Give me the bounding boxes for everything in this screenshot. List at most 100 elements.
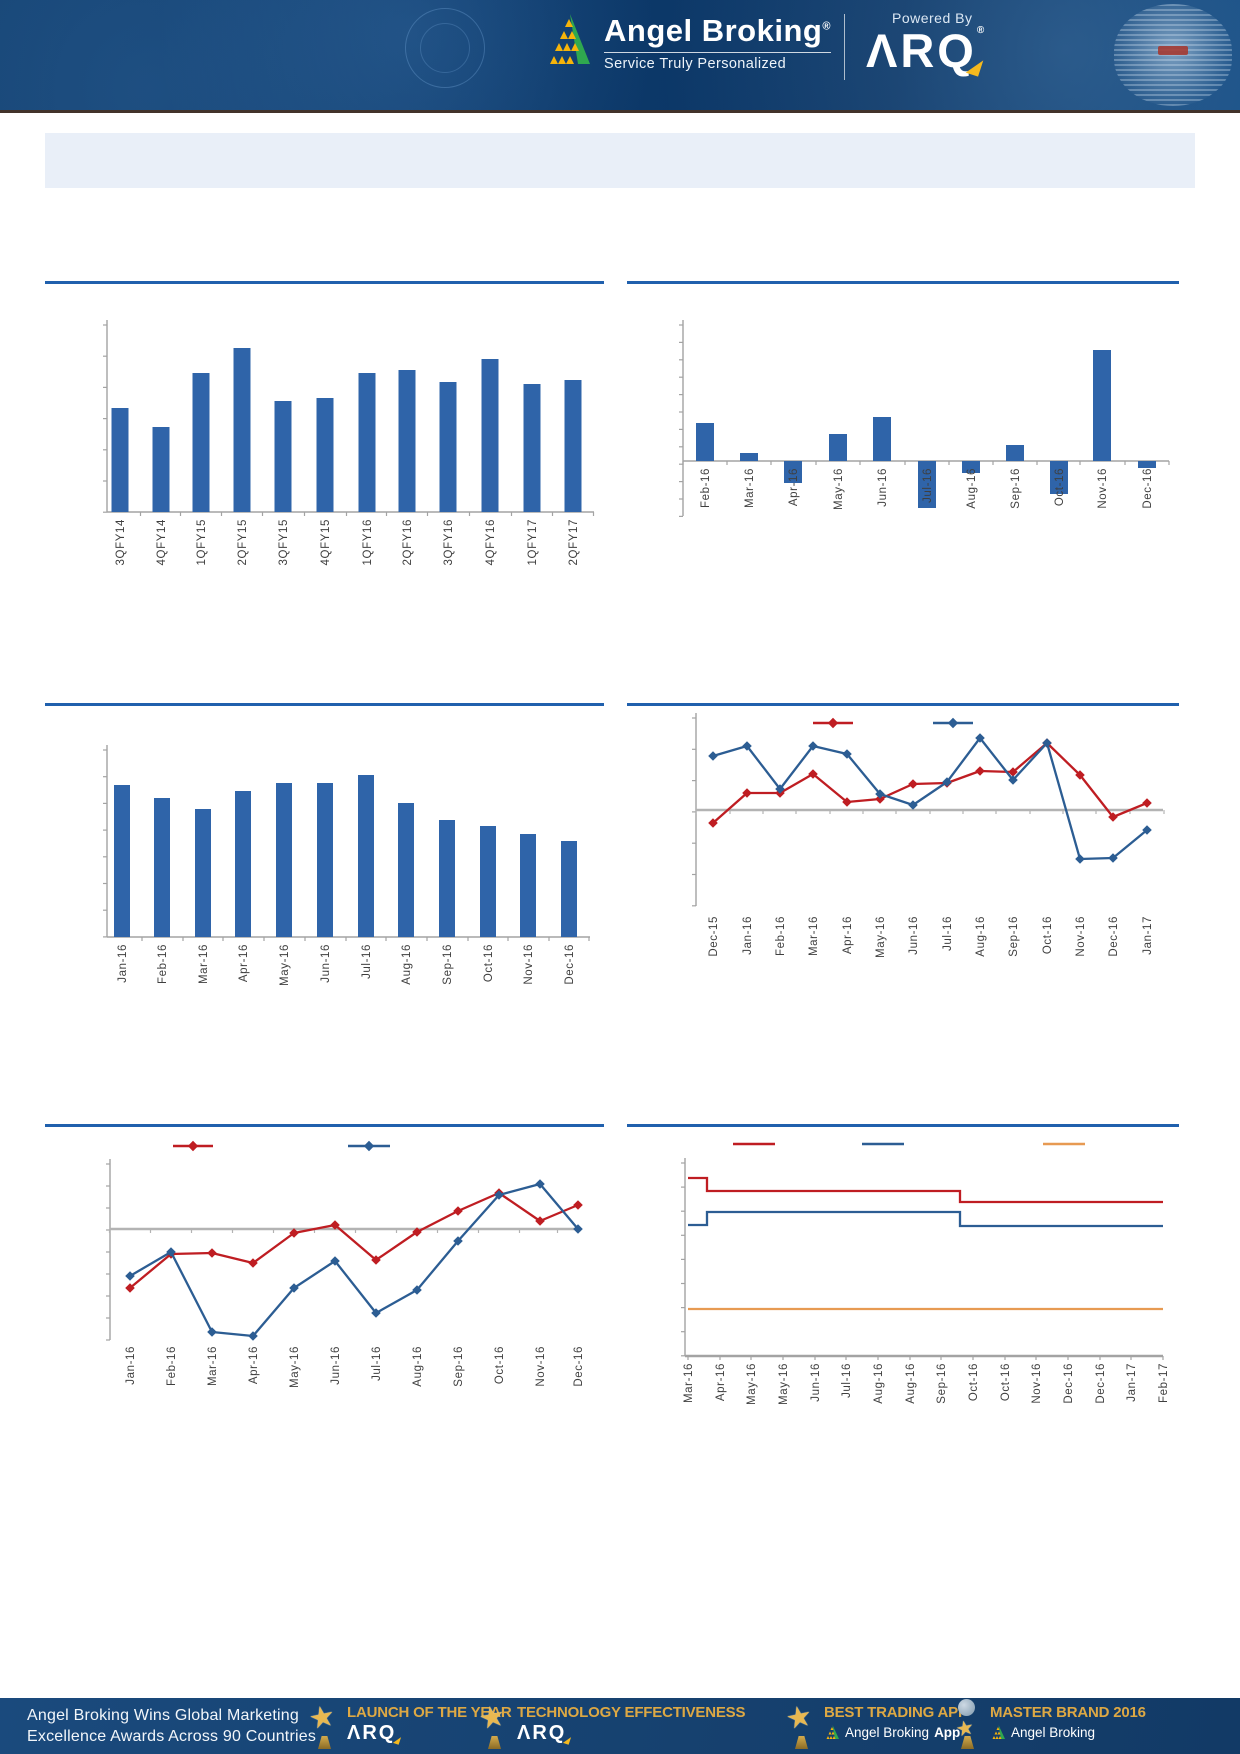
y-axis: [679, 320, 684, 517]
svg-text:Feb-16: Feb-16: [166, 1346, 178, 1386]
svg-text:4QFY16: 4QFY16: [485, 519, 497, 565]
svg-text:Jul-16: Jul-16: [841, 1363, 853, 1398]
arq-triangle-icon: [393, 1735, 402, 1745]
svg-text:Jun-16: Jun-16: [330, 1346, 342, 1385]
svg-text:4QFY14: 4QFY14: [156, 519, 168, 565]
bar-series: [114, 775, 577, 937]
footer-headline: Angel Broking Wins Global Marketing Exce…: [27, 1707, 317, 1746]
x-axis: [695, 808, 1165, 814]
svg-text:Sep-16: Sep-16: [1008, 916, 1020, 957]
line-series-0: [125, 1188, 583, 1293]
svg-text:Jan-16: Jan-16: [125, 1346, 137, 1385]
svg-text:Apr-16: Apr-16: [238, 944, 250, 982]
svg-text:Aug-16: Aug-16: [412, 1346, 424, 1387]
svg-text:Jun-16: Jun-16: [877, 468, 889, 507]
section-rule: [627, 281, 1179, 284]
svg-text:Feb-17: Feb-17: [1158, 1363, 1170, 1403]
svg-text:Jan-16: Jan-16: [117, 944, 129, 983]
section-rule: [45, 281, 604, 284]
x-axis-labels: Feb-16 Mar-16 Apr-16 May-16 Jun-16 Jul-16 Aug-…: [700, 468, 1154, 510]
svg-text:Dec-16: Dec-16: [573, 1346, 585, 1387]
line-series-1: [708, 733, 1152, 864]
angel-logo-icon: [826, 1725, 839, 1739]
section-rule: [45, 1124, 604, 1127]
svg-text:Oct-16: Oct-16: [1054, 468, 1066, 506]
angel-logo-icon: [992, 1725, 1005, 1739]
svg-text:Aug-16: Aug-16: [966, 468, 978, 509]
svg-text:1QFY17: 1QFY17: [527, 519, 539, 565]
brand-tagline: Service Truly Personalized: [604, 52, 831, 72]
svg-text:Feb-16: Feb-16: [775, 916, 787, 956]
x-axis-labels: Mar-16 Apr-16 May-16 May-16 Jun-16 Jul-16 Aug-…: [683, 1363, 1170, 1405]
svg-text:Sep-16: Sep-16: [1010, 468, 1022, 509]
step-series-0: [688, 1176, 1163, 1204]
svg-text:3QFY14: 3QFY14: [115, 519, 127, 565]
chart-two-line-dec15: Dec-15 Jan-16 Feb-16 Mar-16 Apr-16 May-16 Jun-…: [627, 710, 1185, 1010]
svg-text:Dec-16: Dec-16: [1063, 1363, 1075, 1404]
svg-text:Aug-16: Aug-16: [905, 1363, 917, 1404]
svg-text:Aug-16: Aug-16: [873, 1363, 885, 1404]
svg-text:2QFY15: 2QFY15: [237, 519, 249, 565]
svg-text:Mar-16: Mar-16: [808, 916, 820, 956]
title-banner: [45, 133, 1195, 188]
x-axis: [107, 936, 590, 941]
award-technology-effectiveness: ★ TECHNOLOGY EFFECTIVENESS ΛRQ: [476, 1700, 745, 1752]
chart-monthly-bars: Jan-16 Feb-16 Mar-16 Apr-16 May-16 Jun-16 Jul-…: [45, 720, 605, 1020]
svg-text:Apr-16: Apr-16: [715, 1363, 727, 1401]
chart-svg-two-line-dec15-jan17: Dec-15 Jan-16 Feb-16 Mar-16 Apr-16 May-16 Jun-…: [692, 713, 1165, 958]
x-axis-labels: Dec-15 Jan-16 Feb-16 Mar-16 Apr-16 May-16 Jun-…: [708, 916, 1154, 958]
svg-text:Jan-17: Jan-17: [1142, 916, 1154, 955]
x-axis-labels: Jan-16 Feb-16 Mar-16 Apr-16 May-16 Jun-16 Jul-…: [117, 944, 576, 986]
svg-text:Aug-16: Aug-16: [401, 944, 413, 985]
angel-triangle-logo-icon: [550, 14, 590, 64]
chart-three-step-lines: Mar-16 Apr-16 May-16 May-16 Jun-16 Jul-16 Aug-…: [627, 1135, 1185, 1445]
chart-svg-three-step-lines: Mar-16 Apr-16 May-16 May-16 Jun-16 Jul-16 Aug-…: [681, 1142, 1170, 1405]
x-axis: [107, 511, 595, 516]
arq-wordmark: ΛRQ: [517, 1722, 572, 1745]
svg-text:Jun-16: Jun-16: [810, 1363, 822, 1402]
svg-text:Dec-16: Dec-16: [564, 944, 576, 985]
section-rule: [627, 703, 1179, 706]
arq-logo: Powered By ΛRQ®: [866, 10, 988, 77]
section-rule: [45, 703, 604, 706]
chart-svg-monthly-change-bars: Feb-16 Mar-16 Apr-16 May-16 Jun-16 Jul-16 Aug-…: [679, 320, 1170, 517]
svg-text:Mar-16: Mar-16: [683, 1363, 695, 1403]
svg-text:1QFY16: 1QFY16: [362, 519, 374, 565]
svg-text:Jun-16: Jun-16: [908, 916, 920, 955]
svg-text:Oct-16: Oct-16: [1000, 1363, 1012, 1401]
svg-text:Dec-16: Dec-16: [1142, 468, 1154, 509]
svg-text:May-16: May-16: [875, 916, 887, 958]
arq-wordmark: ΛRQ: [347, 1722, 402, 1745]
svg-text:Sep-16: Sep-16: [453, 1346, 465, 1387]
svg-text:May-16: May-16: [289, 1346, 301, 1388]
chart-svg-monthly-bars: Jan-16 Feb-16 Mar-16 Apr-16 May-16 Jun-16 Jul-…: [103, 745, 590, 986]
svg-text:Aug-16: Aug-16: [975, 916, 987, 957]
arq-triangle-icon: [563, 1735, 572, 1745]
svg-text:Apr-16: Apr-16: [788, 468, 800, 506]
svg-text:May-16: May-16: [746, 1363, 758, 1405]
svg-text:2QFY16: 2QFY16: [402, 519, 414, 565]
svg-text:Oct-16: Oct-16: [968, 1363, 980, 1401]
y-axis: [692, 713, 697, 907]
powered-by-label: Powered By: [892, 10, 973, 26]
svg-text:1QFY15: 1QFY15: [196, 519, 208, 565]
svg-text:Nov-16: Nov-16: [1075, 916, 1087, 957]
svg-text:Nov-16: Nov-16: [535, 1346, 547, 1387]
award-master-brand-2016: ★ MASTER BRAND 2016 Angel Broking: [951, 1699, 1146, 1752]
chart-two-line-jan16: Jan-16 Feb-16 Mar-16 Apr-16 May-16 Jun-16 Jul-…: [45, 1135, 605, 1445]
svg-text:Apr-16: Apr-16: [248, 1346, 260, 1384]
arq-wordmark: ΛRQ®: [866, 24, 988, 77]
svg-text:Mar-16: Mar-16: [744, 468, 756, 508]
trophy-icon: ★: [476, 1700, 510, 1750]
header-divider: [844, 14, 845, 80]
svg-text:Feb-16: Feb-16: [157, 944, 169, 984]
svg-text:3QFY15: 3QFY15: [278, 519, 290, 565]
svg-text:May-16: May-16: [279, 944, 291, 986]
line-series-1: [125, 1179, 583, 1341]
section-rule: [627, 1124, 1179, 1127]
x-axis-labels: Jan-16 Feb-16 Mar-16 Apr-16 May-16 Jun-16 Jul-…: [125, 1346, 585, 1388]
ai-head-graphic: [1114, 4, 1232, 106]
x-axis-labels: 3QFY14 4QFY14 1QFY15 2QFY15 3QFY15 4QFY15 1QFY…: [115, 519, 580, 565]
y-axis: [106, 1159, 111, 1341]
